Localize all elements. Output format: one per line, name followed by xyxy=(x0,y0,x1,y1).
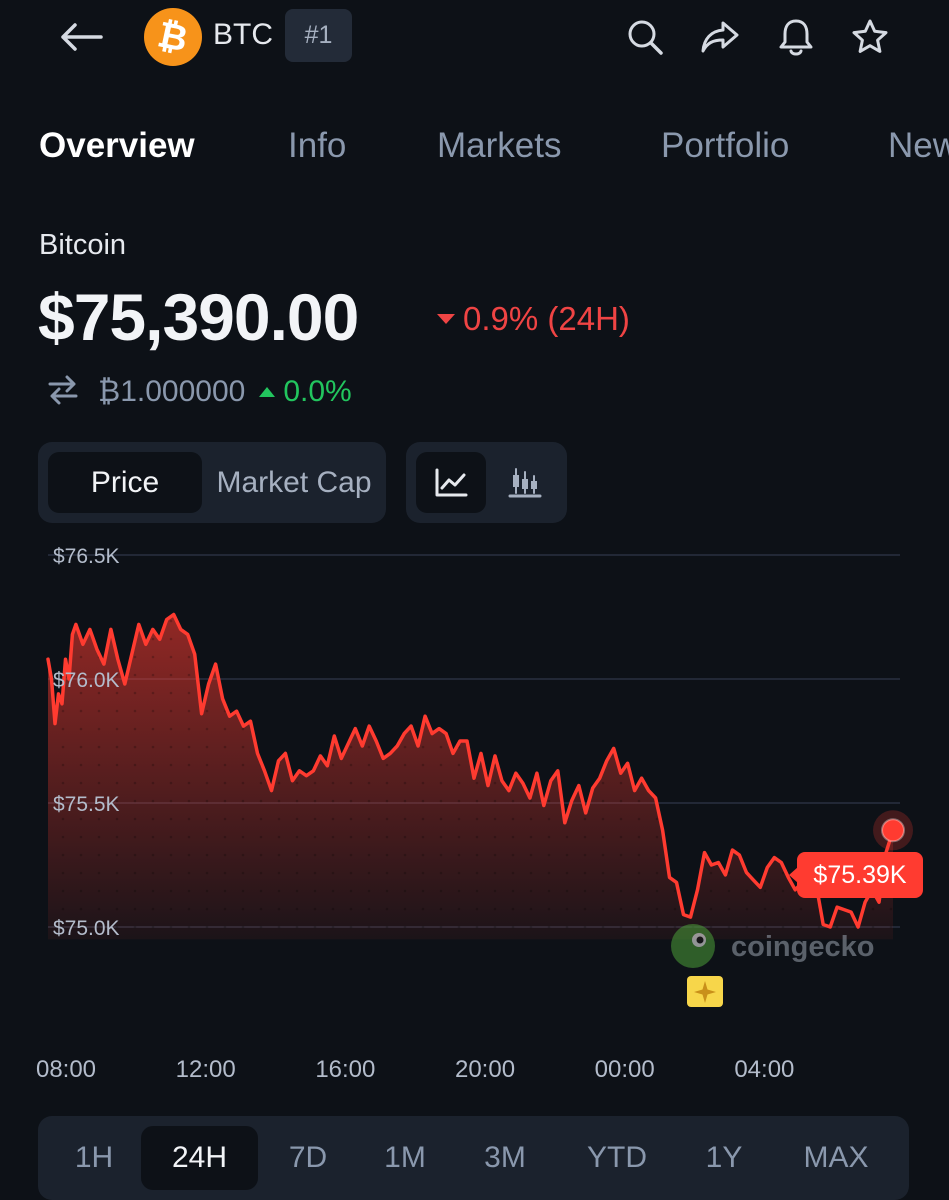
range-1m[interactable]: 1M xyxy=(384,1141,426,1174)
share-icon[interactable] xyxy=(697,14,743,60)
range-1y[interactable]: 1Y xyxy=(705,1141,743,1174)
top-bar: ₿ BTC #1 xyxy=(0,0,949,80)
watermark-text: coingecko xyxy=(731,931,874,963)
price-change-value: 0.9% (24H) xyxy=(463,300,630,337)
price-tag-label: $75.39K xyxy=(813,861,906,889)
btc-conversion-row: ₿1.000000 0.0% xyxy=(46,372,352,412)
chart-metric-toggle: Price Market Cap xyxy=(38,442,386,523)
star-icon[interactable] xyxy=(847,14,893,60)
x-tick-label: 00:00 xyxy=(595,1056,655,1083)
coin-name: Bitcoin xyxy=(39,229,127,261)
bell-icon[interactable] xyxy=(773,14,819,60)
bitcoin-logo: ₿ xyxy=(144,8,202,66)
range-24h[interactable]: 24H xyxy=(141,1126,258,1190)
back-arrow-icon[interactable] xyxy=(56,14,106,60)
line-chart-icon[interactable] xyxy=(416,452,486,513)
tab-bar: Overview Info Markets Portfolio News xyxy=(0,118,949,178)
sparkle-badge-icon[interactable] xyxy=(687,976,723,1007)
y-tick-label: $75.0K xyxy=(53,917,120,940)
swap-arrows-icon[interactable] xyxy=(46,373,80,412)
price-line xyxy=(46,612,895,929)
market-cap-toggle[interactable]: Market Cap xyxy=(216,465,372,499)
x-tick-label: 20:00 xyxy=(455,1056,515,1083)
x-tick-label: 12:00 xyxy=(176,1056,236,1083)
candlestick-icon[interactable] xyxy=(490,452,560,513)
y-tick-label: $76.5K xyxy=(53,545,120,568)
range-7d[interactable]: 7D xyxy=(288,1141,328,1174)
search-icon[interactable] xyxy=(622,14,668,60)
price-tag-pointer xyxy=(789,867,798,883)
up-triangle-icon xyxy=(259,387,276,397)
range-max[interactable]: MAX xyxy=(803,1141,869,1174)
current-point-marker xyxy=(881,818,906,843)
down-triangle-icon xyxy=(437,314,455,324)
y-tick-label: $75.5K xyxy=(53,793,120,816)
tab-news[interactable]: News xyxy=(888,126,949,165)
coin-symbol: BTC xyxy=(213,18,273,51)
price-chart[interactable]: $75.0K $75.5K $76.0K $76.5K 08:00 12:00 16:00… xyxy=(0,540,949,1100)
current-price: $75,390.00 xyxy=(38,280,359,354)
price-area-texture xyxy=(48,614,893,940)
range-1h[interactable]: 1H xyxy=(74,1141,114,1174)
tab-markets[interactable]: Markets xyxy=(437,126,562,165)
coingecko-watermark: coingecko xyxy=(671,924,874,968)
price-toggle[interactable]: Price xyxy=(48,452,202,513)
tab-portfolio[interactable]: Portfolio xyxy=(661,126,790,165)
x-tick-label: 04:00 xyxy=(734,1056,794,1083)
range-3m[interactable]: 3M xyxy=(484,1141,526,1174)
range-ytd[interactable]: YTD xyxy=(587,1141,647,1174)
price-tag-badge xyxy=(797,852,923,898)
btc-change: 0.0% xyxy=(259,375,352,409)
chart-type-toggle xyxy=(406,442,567,523)
x-tick-label: 08:00 xyxy=(36,1056,96,1083)
x-tick-label: 16:00 xyxy=(315,1056,375,1083)
time-range-selector: 1H 24H 7D 1M 3M YTD 1Y MAX xyxy=(38,1116,909,1200)
price-change-24h: 0.9% (24H) xyxy=(437,300,630,338)
btc-value: ₿1.000000 xyxy=(98,375,246,408)
btc-change-value: 0.0% xyxy=(283,375,352,408)
tab-overview[interactable]: Overview xyxy=(39,126,195,165)
tab-info[interactable]: Info xyxy=(288,126,347,165)
y-tick-label: $76.0K xyxy=(53,669,120,692)
rank-badge: #1 xyxy=(285,9,352,62)
